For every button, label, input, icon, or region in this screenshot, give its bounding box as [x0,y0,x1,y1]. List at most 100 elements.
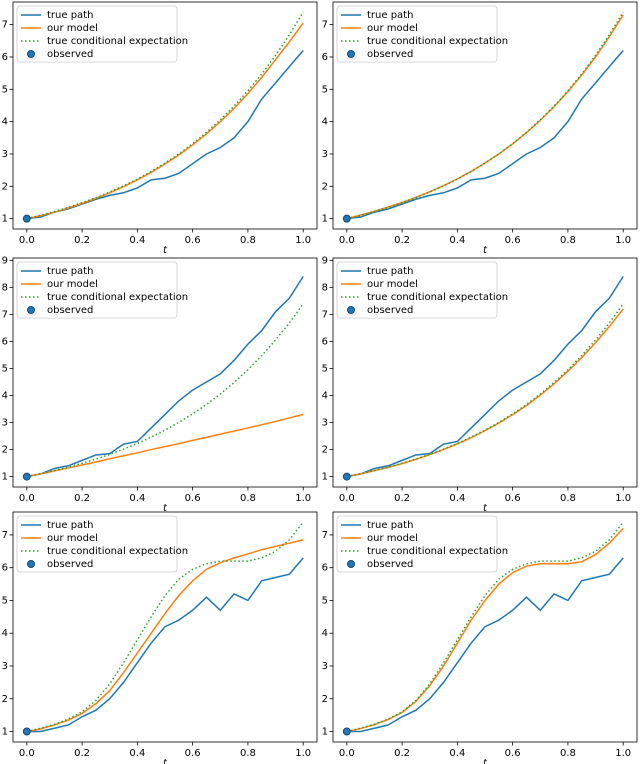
y-tick-label: 6 [322,563,328,574]
y-tick-label: 2 [2,181,8,192]
legend-marker [27,50,35,58]
series-line [26,521,304,733]
legend-label: observed [47,305,93,316]
x-axis-label: t [163,503,168,514]
legend-marker [347,560,355,568]
x-tick-label: 0.2 [394,235,410,246]
x-tick-label: 0.6 [185,493,201,504]
legend-label: true conditional expectation [367,292,508,303]
y-tick-label: 8 [322,282,328,293]
x-tick-label: 1.0 [615,493,631,504]
legend-label: our model [367,23,418,34]
legend-label: true conditional expectation [47,292,188,303]
y-tick-label: 4 [2,390,8,401]
y-tick-label: 1 [2,472,8,483]
x-axis-label: t [163,245,168,256]
x-tick-label: 0.4 [449,493,465,504]
x-tick-label: 0.4 [449,235,465,246]
x-tick-label: 0.6 [505,748,521,759]
series-line [346,308,624,478]
y-tick-label: 8 [2,282,8,293]
series-line [26,413,304,478]
y-tick-label: 5 [322,363,328,374]
y-tick-label: 6 [2,336,8,347]
legend-box [336,515,498,573]
observed-point [22,472,31,481]
legend-box [336,261,498,319]
legend-marker [347,50,355,58]
y-tick-label: 5 [2,595,8,606]
x-tick-label: 0.0 [339,493,355,504]
axes-frame [332,511,638,743]
series-line [26,557,304,733]
x-tick-label: 0.8 [560,493,576,504]
legend-label: true path [367,10,413,21]
x-tick-label: 0.8 [560,748,576,759]
legend-label: our model [47,533,98,544]
y-tick-label: 4 [2,117,8,128]
x-tick-label: 0.8 [240,235,256,246]
y-tick-label: 3 [2,661,8,672]
series-line [26,539,304,733]
x-tick-label: 0.2 [74,748,90,759]
y-tick-label: 1 [2,727,8,738]
x-tick-label: 0.2 [394,748,410,759]
observed-point [22,727,31,736]
axes-frame [332,257,638,488]
x-axis-label: t [483,245,488,256]
observed-point [22,214,31,223]
x-tick-label: 0.0 [19,235,35,246]
y-tick-label: 6 [2,52,8,63]
y-tick-label: 7 [322,20,328,31]
y-tick-label: 7 [322,530,328,541]
series-line [26,22,304,220]
observed-point [342,214,351,223]
y-tick-label: 2 [2,694,8,705]
series-line [346,14,624,220]
legend-label: our model [47,279,98,290]
legend-label: observed [367,559,413,570]
legend-box [336,5,498,63]
x-axis-label: t [483,503,488,514]
y-tick-label: 3 [2,149,8,160]
y-tick-label: 3 [2,418,8,429]
axes-frame [12,511,318,743]
y-tick-label: 3 [322,661,328,672]
y-tick-label: 2 [322,181,328,192]
x-tick-label: 0.4 [129,493,145,504]
y-tick-label: 2 [322,694,328,705]
y-tick-label: 3 [322,149,328,160]
x-tick-label: 1.0 [615,235,631,246]
y-tick-label: 6 [322,336,328,347]
y-tick-label: 4 [322,390,328,401]
legend-label: our model [367,533,418,544]
legend-marker [27,560,35,568]
x-tick-label: 1.0 [295,748,311,759]
x-tick-label: 1.0 [615,748,631,759]
x-tick-label: 0.2 [74,235,90,246]
x-tick-label: 0.8 [240,493,256,504]
legend-label: true path [367,520,413,531]
legend-label: our model [367,279,418,290]
axes-frame [12,257,318,488]
x-axis-label: t [483,758,488,764]
legend-marker [347,306,355,314]
y-tick-label: 6 [322,52,328,63]
y-tick-label: 5 [322,84,328,95]
legend-box [16,261,178,319]
legend-box [16,5,178,63]
series-line [346,521,624,733]
y-tick-label: 9 [2,255,8,266]
x-tick-label: 0.2 [74,493,90,504]
legend-label: observed [47,559,93,570]
y-tick-label: 1 [322,214,328,225]
y-tick-label: 5 [322,595,328,606]
y-tick-label: 7 [2,20,8,31]
y-tick-label: 4 [322,628,328,639]
x-tick-label: 1.0 [295,235,311,246]
observed-point [342,472,351,481]
x-tick-label: 0.6 [505,235,521,246]
series-line [26,50,304,220]
series-line [26,276,304,478]
